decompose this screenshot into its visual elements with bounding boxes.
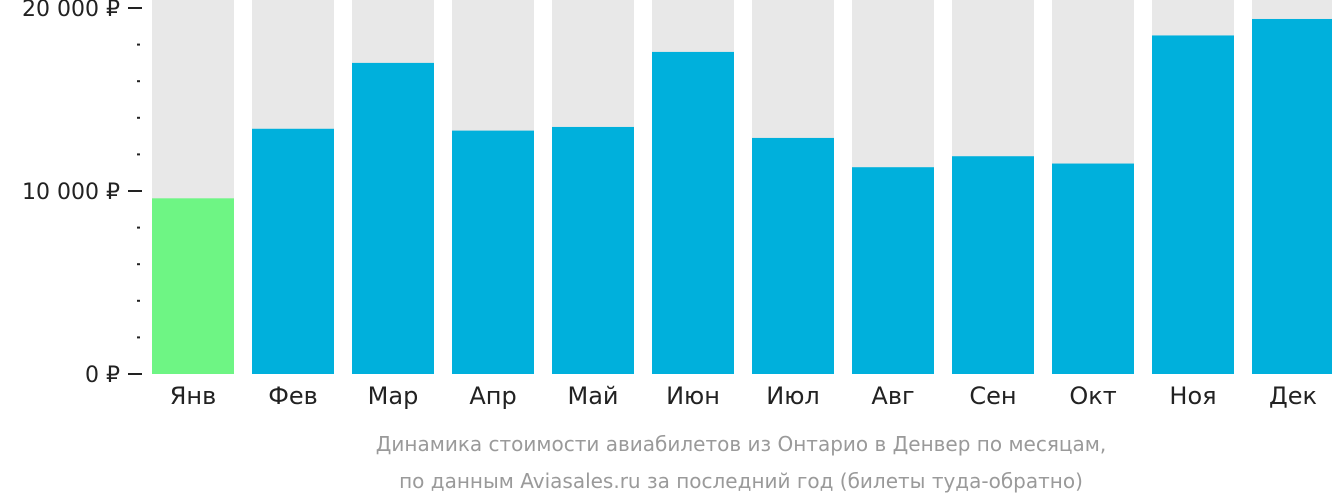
bar-10[interactable] [1052, 163, 1134, 374]
x-tick-label: Фев [268, 382, 318, 410]
x-tick-label: Апр [469, 382, 516, 410]
chart-caption-line-1: Динамика стоимости авиабилетов из Онтари… [375, 432, 1107, 456]
bar-1[interactable] [152, 198, 234, 374]
x-tick-label: Июл [766, 382, 820, 410]
y-axis: 0 ₽ 10 000 ₽ 20 000 ₽ [22, 0, 142, 388]
y-tick-label: 0 ₽ [85, 363, 120, 388]
bar-8[interactable] [852, 167, 934, 374]
bar-2[interactable] [252, 128, 334, 374]
x-tick-label: Сен [969, 382, 1016, 410]
bar-7[interactable] [752, 137, 834, 374]
x-tick-label: Авг [871, 382, 914, 410]
bar-9[interactable] [952, 156, 1034, 374]
bar-3[interactable] [352, 62, 434, 375]
y-tick-label: 10 000 ₽ [22, 180, 120, 205]
x-tick-label: Июн [666, 382, 720, 410]
bars [152, 18, 1332, 375]
bar-11[interactable] [1152, 35, 1234, 374]
bar-4[interactable] [452, 130, 534, 374]
bar-5[interactable] [552, 126, 634, 374]
bar-6[interactable] [652, 51, 734, 375]
x-tick-label: Дек [1269, 382, 1317, 410]
bar-12[interactable] [1252, 18, 1332, 374]
y-tick-label: 20 000 ₽ [22, 0, 120, 22]
price-bar-chart: 0 ₽ 10 000 ₽ 20 000 ₽ Янв Фев Мар Апр Май Июн Ию… [22, 0, 1332, 410]
x-tick-label: Окт [1069, 382, 1116, 410]
x-axis-labels: Янв Фев Мар Апр Май Июн Июл Авг Сен Окт Ноя Дек [170, 382, 1317, 410]
x-tick-label: Ноя [1169, 382, 1216, 410]
chart-caption-line-2: по данным Aviasales.ru за последний год … [399, 469, 1083, 493]
x-tick-label: Май [567, 382, 618, 410]
x-tick-label: Мар [368, 382, 419, 410]
x-tick-label: Янв [170, 382, 217, 410]
